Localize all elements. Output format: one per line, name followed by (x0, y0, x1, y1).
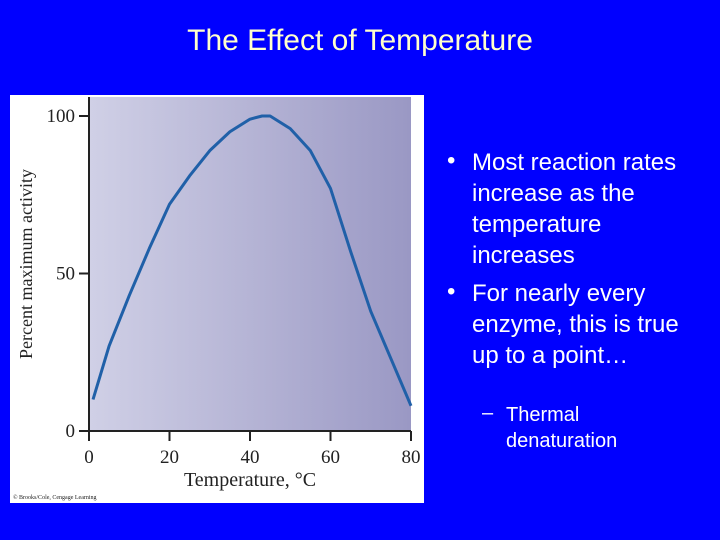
bullet: Most reaction rates increase as the temp… (472, 149, 677, 269)
x-tick-label: 0 (84, 447, 94, 468)
sub-bullet: Thermal denaturation (506, 404, 618, 452)
y-tick-label: 0 (66, 421, 76, 442)
bullet-marker: • (447, 147, 456, 174)
y-axis-label: Percent maximum activity (16, 169, 36, 359)
bullet-marker: • (447, 278, 456, 305)
y-tick-label: 100 (47, 106, 76, 127)
x-tick-label: 60 (321, 447, 340, 468)
bullet: For nearly every enzyme, this is true up… (472, 280, 679, 369)
y-tick-label: 50 (56, 264, 75, 285)
plot-area (89, 97, 411, 431)
credit: © Brooks/Cole, Cengage Learning (13, 494, 97, 501)
sub-bullet-marker: – (482, 402, 494, 424)
x-tick-label: 20 (160, 447, 179, 468)
activity-curve (91, 114, 413, 407)
x-axis-label: Temperature, °C (184, 469, 316, 491)
slide-title: The Effect of Temperature (187, 24, 533, 57)
x-tick-label: 40 (241, 447, 260, 468)
x-tick-label: 80 (402, 447, 421, 468)
